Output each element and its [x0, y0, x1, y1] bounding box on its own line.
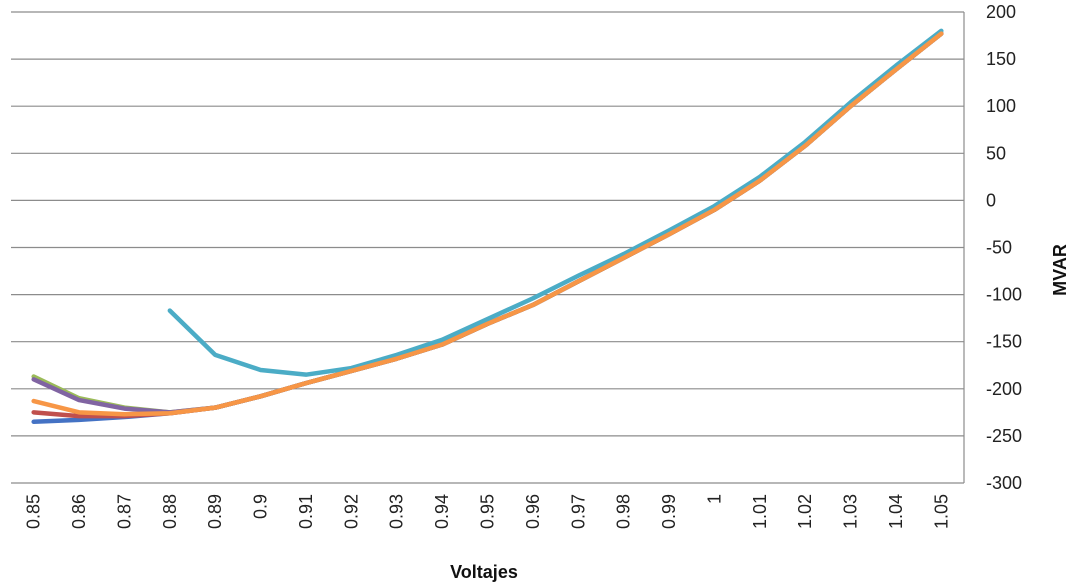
- x-tick-label: 0.98: [614, 494, 634, 529]
- x-tick-label: 1.01: [750, 494, 770, 529]
- series-line-3: [31, 31, 944, 415]
- x-tick-label: 1.05: [931, 494, 951, 529]
- x-tick-label: 0.89: [205, 494, 225, 529]
- x-tick-label: 0.9: [251, 494, 271, 519]
- y-tick-label: 200: [986, 2, 1016, 22]
- x-tick-label: 0.93: [387, 494, 407, 529]
- series-line-1: [31, 31, 944, 425]
- x-tick-label: 1: [704, 494, 724, 504]
- x-tick-label: 1.02: [795, 494, 815, 529]
- x-tick-label: 0.88: [160, 494, 180, 529]
- x-tick-label: 1.03: [841, 494, 861, 529]
- y-tick-label: -200: [986, 379, 1022, 399]
- series-line-5: [167, 28, 944, 377]
- y-tick-label: -100: [986, 285, 1022, 305]
- series-line-4: [31, 31, 944, 415]
- series-line-2: [31, 31, 944, 419]
- y-tick-label: 0: [986, 190, 996, 210]
- y-tick-label: 150: [986, 49, 1016, 69]
- x-tick-label: 1.04: [886, 494, 906, 529]
- x-tick-label: 0.96: [523, 494, 543, 529]
- x-tick-label: 0.95: [478, 494, 498, 529]
- x-tick-label: 0.92: [341, 494, 361, 529]
- x-tick-label: 0.87: [114, 494, 134, 529]
- gridlines: [11, 11, 965, 484]
- y-tick-label: -150: [986, 332, 1022, 352]
- y-tick-label: -250: [986, 426, 1022, 446]
- series-lines: [31, 28, 944, 425]
- x-tick-label: 0.99: [659, 494, 679, 529]
- y-tick-label: -50: [986, 238, 1012, 258]
- y-tick-labels: -300 -250 -200 -150 -100 -50 0 50 100 150 200: [986, 2, 1022, 493]
- y-axis-title: MVAR: [1050, 244, 1070, 296]
- x-tick-label: 0.91: [296, 494, 316, 529]
- x-tick-label: 0.86: [69, 494, 89, 529]
- x-tick-label: 0.85: [24, 494, 44, 529]
- y-tick-label: 100: [986, 96, 1016, 116]
- series-line-6: [31, 31, 944, 417]
- x-axis-title: Voltajes: [450, 562, 518, 582]
- x-tick-label: 0.94: [432, 494, 452, 529]
- x-tick-label: 0.97: [568, 494, 588, 529]
- y-tick-label: 50: [986, 143, 1006, 163]
- x-tick-labels: 0.85 0.86 0.87 0.88 0.89 0.9 0.91 0.92 0.93 0.94 0…: [24, 494, 952, 529]
- y-tick-label: -300: [986, 473, 1022, 493]
